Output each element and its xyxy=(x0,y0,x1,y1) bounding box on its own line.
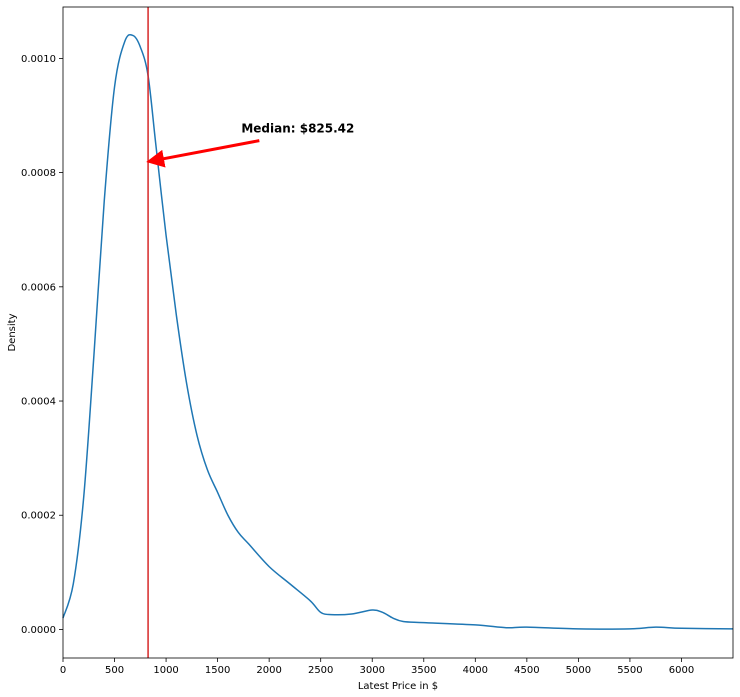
x-tick-label: 6000 xyxy=(669,665,694,676)
x-tick-label: 5000 xyxy=(566,665,591,676)
y-axis-label: Density xyxy=(7,313,18,351)
x-tick-label: 2000 xyxy=(256,665,281,676)
density-curve xyxy=(62,33,734,630)
y-axis: 0.0000 0.0002 0.0004 0.0006 0.0008 0.0010 xyxy=(21,54,63,636)
median-annotation-text: Median: $825.42 xyxy=(241,122,354,136)
x-tick-label: 500 xyxy=(105,665,124,676)
x-axis-label: Latest Price in $ xyxy=(358,681,438,692)
x-tick-label: 4500 xyxy=(514,665,539,676)
y-tick-label: 0.0010 xyxy=(21,54,56,65)
median-annotation-arrow xyxy=(146,139,260,168)
x-tick-label: 2500 xyxy=(308,665,333,676)
y-tick-label: 0.0004 xyxy=(21,397,56,408)
x-tick-label: 3000 xyxy=(360,665,385,676)
x-tick-label: 5500 xyxy=(617,665,642,676)
x-tick-label: 4000 xyxy=(463,665,488,676)
y-tick-label: 0.0008 xyxy=(21,168,56,179)
y-tick-label: 0.0006 xyxy=(21,282,56,293)
x-tick-label: 1500 xyxy=(205,665,230,676)
y-tick-label: 0.0002 xyxy=(21,511,56,522)
x-tick-label: 0 xyxy=(60,665,66,676)
plot-frame xyxy=(62,6,734,659)
x-tick-label: 3500 xyxy=(411,665,436,676)
y-tick-label: 0.0000 xyxy=(21,625,56,636)
x-tick-label: 1000 xyxy=(153,665,178,676)
x-axis: 0 500 1000 1500 2000 2500 3000 3500 4000 4500 5000… xyxy=(60,658,694,676)
